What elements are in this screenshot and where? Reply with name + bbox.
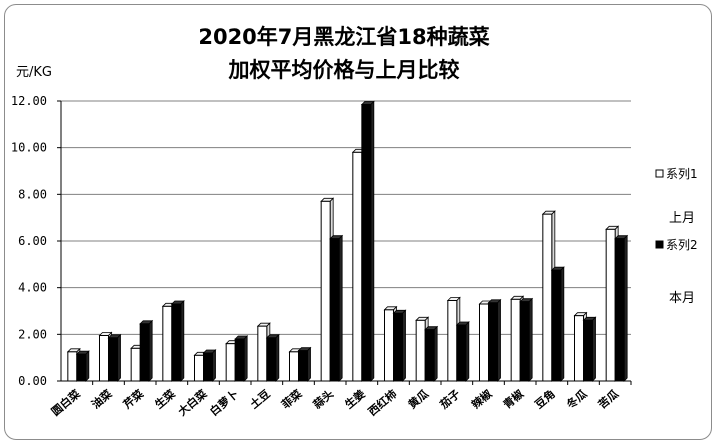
bar-series2 bbox=[329, 238, 340, 382]
bar-series1 bbox=[99, 335, 109, 382]
y-tick-label: 12.00 bbox=[11, 94, 47, 108]
bar-series1 bbox=[194, 354, 204, 382]
legend-label-series2: 系列2 bbox=[666, 238, 698, 252]
y-tick-label: 10.00 bbox=[11, 141, 47, 155]
axes bbox=[60, 101, 632, 385]
x-category-label: 芹菜 bbox=[120, 386, 147, 412]
bar-series2 bbox=[393, 312, 403, 382]
bar-series1 bbox=[415, 319, 426, 382]
x-category-label: 生菜 bbox=[152, 386, 179, 412]
bar-series2 bbox=[76, 353, 87, 382]
chart-title-line1: 2020年7月黑龙江省18种蔬菜 bbox=[198, 25, 489, 49]
bar-series1 bbox=[162, 305, 173, 382]
x-category-label: 冬瓜 bbox=[564, 387, 590, 412]
bar-series1 bbox=[130, 347, 141, 382]
x-category-label: 黄瓜 bbox=[405, 387, 431, 412]
x-category-label: 茄子 bbox=[436, 387, 463, 413]
x-category-label: 青椒 bbox=[500, 386, 527, 412]
bar-series2 bbox=[614, 238, 625, 382]
y-tick-label: 6.00 bbox=[18, 234, 47, 248]
bar-series2 bbox=[361, 104, 372, 382]
bar-series1 bbox=[479, 303, 489, 382]
y-axis-label: 元/KG bbox=[16, 65, 52, 80]
bar-series2 bbox=[424, 329, 435, 382]
bar-series2 bbox=[551, 269, 562, 382]
bar-series2 bbox=[139, 323, 150, 382]
x-category-label: 豆角 bbox=[532, 387, 558, 412]
legend-swatch-series2 bbox=[655, 240, 664, 249]
y-tick-labels: 0.00 2.00 4.00 6.00 8.00 10.00 12.00 bbox=[11, 94, 47, 388]
bar-series1 bbox=[289, 351, 299, 382]
x-category-label: 西红柿 bbox=[365, 387, 399, 419]
bar-series1 bbox=[510, 298, 521, 382]
x-category-label: 苦瓜 bbox=[595, 387, 621, 412]
bar-series2 bbox=[171, 303, 182, 382]
annotation-this-month: 本月 bbox=[669, 291, 695, 306]
x-category-label: 油菜 bbox=[89, 386, 116, 412]
bar-series2 bbox=[456, 324, 467, 382]
x-category-label: 大白菜 bbox=[175, 386, 210, 419]
bar-series1 bbox=[384, 309, 394, 382]
bar-series1 bbox=[605, 228, 616, 382]
legend-swatch-series1 bbox=[655, 169, 664, 178]
bar-series1 bbox=[257, 325, 268, 382]
bar-series2 bbox=[234, 338, 245, 382]
bar-series2 bbox=[519, 301, 530, 382]
x-category-label: 圆白菜 bbox=[48, 386, 83, 419]
x-category-label: 辣椒 bbox=[469, 386, 496, 412]
x-category-label: 菲菜 bbox=[279, 386, 306, 412]
legend-label-series1: 系列1 bbox=[666, 167, 698, 181]
x-category-label: 蒜头 bbox=[310, 387, 336, 412]
x-category-label: 生姜 bbox=[342, 387, 368, 412]
y-tick-label: 0.00 bbox=[18, 374, 47, 388]
bar-series1 bbox=[542, 213, 553, 382]
y-tick-label: 8.00 bbox=[18, 187, 47, 201]
bar-series1 bbox=[67, 351, 78, 382]
bar-series2 bbox=[203, 352, 213, 382]
bar-series2 bbox=[298, 350, 308, 382]
bars bbox=[66, 100, 629, 382]
bar-series2 bbox=[583, 319, 593, 382]
bar-series1 bbox=[352, 151, 363, 382]
y-tick-label: 4.00 bbox=[18, 281, 47, 295]
y-tick-label: 2.00 bbox=[18, 327, 47, 341]
x-category-label: 白萝卜 bbox=[207, 387, 241, 419]
bar-series1 bbox=[447, 300, 458, 382]
x-category-label: 土豆 bbox=[247, 387, 273, 412]
legend: 系列1 系列2 bbox=[655, 167, 698, 252]
gridlines bbox=[57, 100, 631, 382]
bar-series2 bbox=[108, 337, 118, 382]
bar-series2 bbox=[266, 337, 277, 382]
bar-series1 bbox=[574, 315, 584, 382]
bar-series2 bbox=[488, 302, 498, 382]
bar-series1 bbox=[320, 200, 331, 382]
annotation-last-month: 上月 bbox=[669, 211, 695, 226]
bar-series1 bbox=[225, 343, 236, 382]
chart-title-line2: 加权平均价格与上月比较 bbox=[228, 58, 460, 82]
